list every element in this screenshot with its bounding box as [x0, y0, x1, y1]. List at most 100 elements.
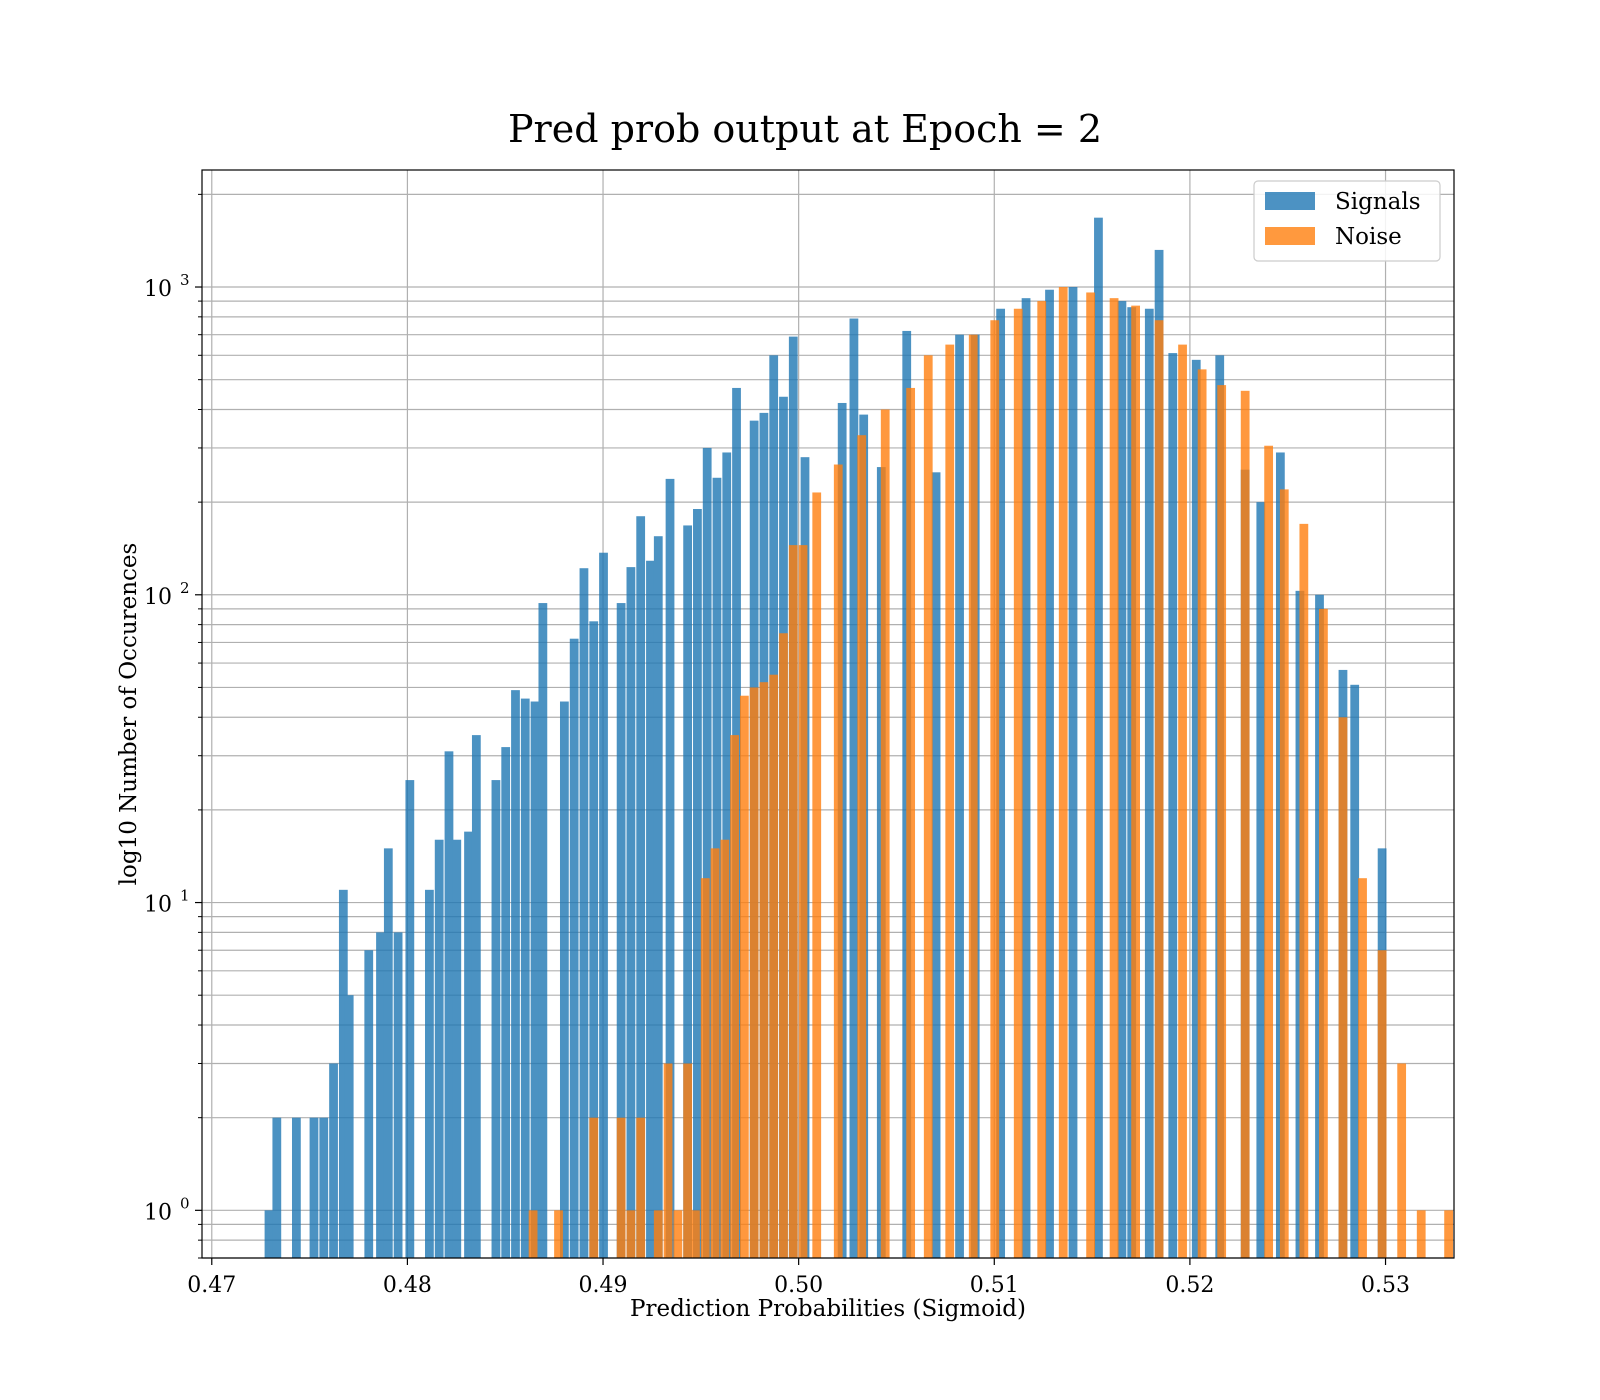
signals-bar-14: [434, 839, 444, 1258]
noise-bar-34: [1086, 292, 1096, 1259]
noise-bar-17: [759, 682, 769, 1258]
y-tick-label-3: 10: [144, 277, 172, 302]
legend-label-signals: Signals: [1335, 189, 1421, 215]
signals-bar-0: [264, 1210, 274, 1258]
noise-bar-38: [1178, 344, 1187, 1259]
signals-bar-74: [1350, 684, 1360, 1258]
signals-bar-17: [464, 831, 473, 1258]
signals-bar-27: [579, 568, 589, 1258]
noise-bar-7: [663, 1063, 673, 1258]
signals-bar-10: [383, 848, 393, 1258]
noise-bar-47: [1358, 878, 1367, 1258]
signals-bar-12: [405, 780, 415, 1258]
signals-bar-18: [471, 735, 481, 1258]
signals-bar-1: [272, 1117, 282, 1258]
y-tick-label-0: 10: [144, 1200, 172, 1225]
noise-bar-13: [720, 839, 730, 1258]
signals-bar-34: [653, 536, 663, 1258]
signals-bar-6: [338, 889, 348, 1258]
noise-bar-36: [1131, 305, 1140, 1258]
signals-bar-30: [616, 603, 626, 1258]
noise-bar-45: [1319, 608, 1328, 1258]
x-axis-label: Prediction Probabilities (Sigmoid): [630, 1296, 1026, 1322]
x-tick-label-4: 0.51: [970, 1273, 1019, 1298]
bars-layer: [264, 217, 1453, 1259]
noise-bar-28: [945, 344, 955, 1259]
noise-bar-33: [1058, 287, 1068, 1258]
legend-swatch-signals: [1265, 192, 1315, 210]
noise-bar-10: [691, 1210, 700, 1258]
signals-bar-9: [376, 932, 385, 1258]
signals-bar-11: [393, 932, 403, 1258]
x-tick-label-5: 0.52: [1165, 1273, 1214, 1298]
y-tick-exponent-0: 0: [180, 1194, 190, 1212]
noise-bar-30: [990, 320, 1000, 1259]
noise-bar-37: [1154, 320, 1164, 1259]
signals-bar-15: [444, 751, 454, 1258]
y-axis-label: log10 Number of Occurences: [116, 543, 142, 886]
noise-bar-51: [1444, 1210, 1453, 1258]
legend: Signals Noise: [1253, 180, 1441, 262]
noise-bar-6: [653, 1210, 663, 1258]
signals-bar-60: [1094, 217, 1103, 1258]
noise-bar-11: [700, 878, 710, 1258]
signals-bar-26: [569, 638, 579, 1258]
signals-bar-19: [491, 780, 501, 1258]
signals-bar-58: [1045, 289, 1054, 1259]
y-tick-exponent-1: 1: [180, 887, 190, 905]
signals-bar-29: [599, 552, 608, 1258]
chart-title: Pred prob output at Epoch = 2: [508, 107, 1102, 151]
signals-bar-54: [955, 334, 964, 1258]
signals-bar-21: [511, 690, 520, 1258]
signals-bar-49: [849, 318, 859, 1258]
x-tick-label-0: 0.47: [187, 1273, 236, 1298]
signals-bar-53: [931, 472, 941, 1258]
signals-bar-35: [665, 478, 675, 1258]
plot-frame: [201, 169, 1455, 1259]
series-noise: [528, 287, 1453, 1259]
noise-bar-24: [857, 435, 867, 1258]
noise-bar-25: [880, 409, 890, 1258]
noise-bar-22: [812, 492, 822, 1259]
noise-bar-39: [1197, 369, 1207, 1258]
y-tick-exponent-3: 3: [180, 271, 190, 289]
noise-bar-50: [1416, 1210, 1426, 1258]
signals-bar-61: [1117, 301, 1127, 1259]
signals-bar-7: [344, 995, 354, 1258]
signals-bar-66: [1191, 359, 1201, 1259]
signals-bar-3: [309, 1117, 319, 1258]
signals-bar-16: [452, 839, 462, 1258]
noise-bar-26: [906, 387, 916, 1258]
x-tick-label-1: 0.48: [383, 1273, 432, 1298]
noise-bar-40: [1217, 385, 1227, 1258]
noise-bar-2: [589, 1117, 599, 1258]
noise-bar-49: [1397, 1063, 1407, 1258]
noise-bar-20: [788, 545, 798, 1258]
noise-bar-3: [616, 1117, 626, 1258]
noise-bar-23: [833, 464, 843, 1258]
noise-bar-48: [1377, 950, 1387, 1258]
noise-bar-5: [636, 1117, 646, 1258]
y-tick-label-1: 10: [144, 893, 172, 918]
signals-bar-28: [589, 621, 599, 1258]
signals-bar-13: [425, 889, 434, 1258]
noise-bar-19: [779, 633, 788, 1258]
y-axis-ticks: 10 0 10 1 10 2 10 3: [144, 193, 202, 1259]
signals-bar-2: [291, 1117, 301, 1258]
noise-bar-44: [1299, 523, 1309, 1258]
signals-bar-4: [319, 1117, 329, 1258]
signals-bar-24: [538, 603, 548, 1258]
noise-bar-35: [1109, 298, 1119, 1258]
signals-bar-63: [1144, 308, 1154, 1258]
noise-bar-15: [739, 695, 749, 1258]
signals-bar-69: [1256, 502, 1266, 1258]
signals-bar-65: [1168, 353, 1178, 1259]
x-tick-label-6: 0.53: [1361, 1273, 1410, 1298]
signals-bar-8: [364, 950, 374, 1258]
y-tick-exponent-2: 2: [180, 579, 190, 597]
noise-bar-42: [1264, 445, 1274, 1259]
signals-bar-33: [646, 560, 655, 1258]
signals-bar-5: [329, 1063, 338, 1258]
legend-swatch-noise: [1265, 227, 1315, 245]
